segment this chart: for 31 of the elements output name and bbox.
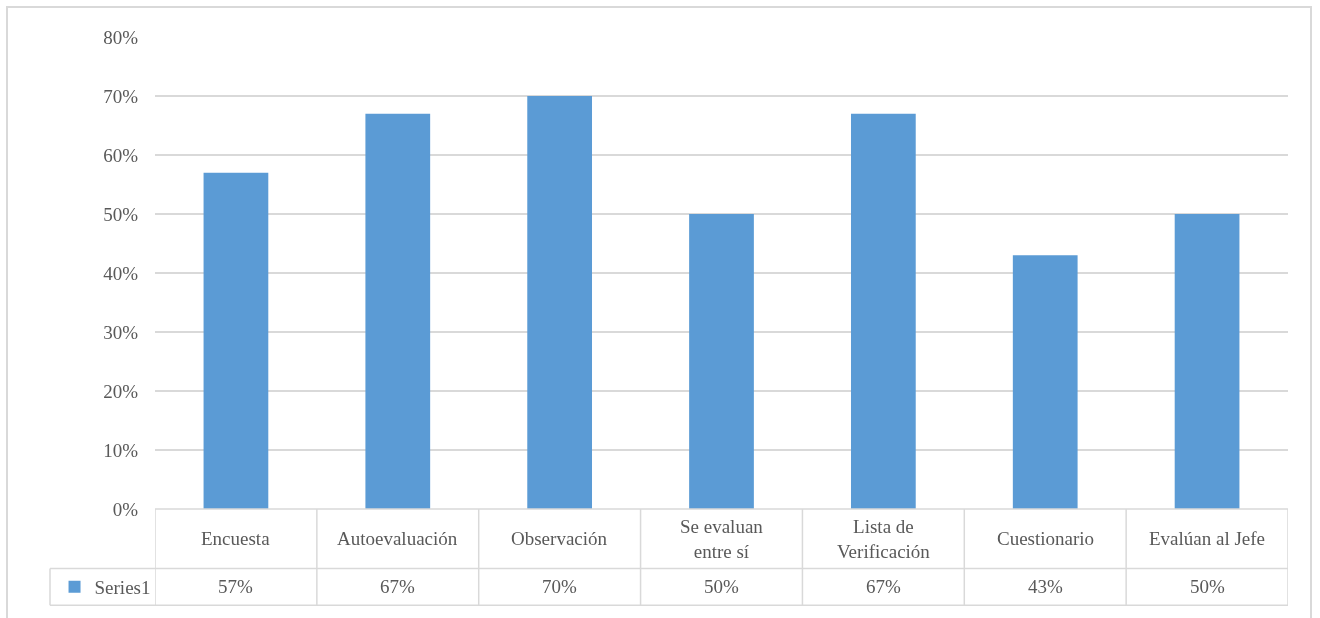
bar <box>850 113 916 509</box>
x-tick-label: Lista de Verificación <box>837 516 931 562</box>
bar <box>689 214 754 509</box>
x-tick-label: Autoevaluación <box>337 528 458 549</box>
x-tick-label: Evalúan al Jefe <box>1149 528 1266 549</box>
y-tick-label: 60% <box>103 144 139 166</box>
x-tick-label: Cuestionario <box>997 528 1095 549</box>
y-tick-label: 50% <box>103 203 139 225</box>
bar <box>527 96 593 509</box>
text: 67% <box>866 576 901 597</box>
y-tick-label: 80% <box>103 26 139 48</box>
bar <box>1174 214 1240 509</box>
y-tick-label: 30% <box>103 321 139 343</box>
y-tick-label: 40% <box>103 262 139 284</box>
legend-label: Series1 <box>94 577 151 599</box>
y-tick-label: 10% <box>103 439 139 461</box>
text: 67% <box>380 576 415 597</box>
x-tick-label: Encuesta <box>201 528 271 549</box>
text: 43% <box>1028 576 1063 597</box>
text: 50% <box>704 576 739 597</box>
bar <box>365 113 431 509</box>
x-tick-label: Se evaluan entre sí <box>680 516 764 562</box>
x-tick-label: Observación <box>511 528 608 549</box>
bar <box>1012 255 1078 509</box>
y-tick-label: 20% <box>103 380 139 402</box>
bar <box>203 172 269 509</box>
text: 57% <box>218 576 253 597</box>
y-tick-label: 70% <box>103 85 139 107</box>
y-tick-label: 0% <box>112 498 139 520</box>
text: 70% <box>542 576 577 597</box>
text: 50% <box>1190 576 1225 597</box>
